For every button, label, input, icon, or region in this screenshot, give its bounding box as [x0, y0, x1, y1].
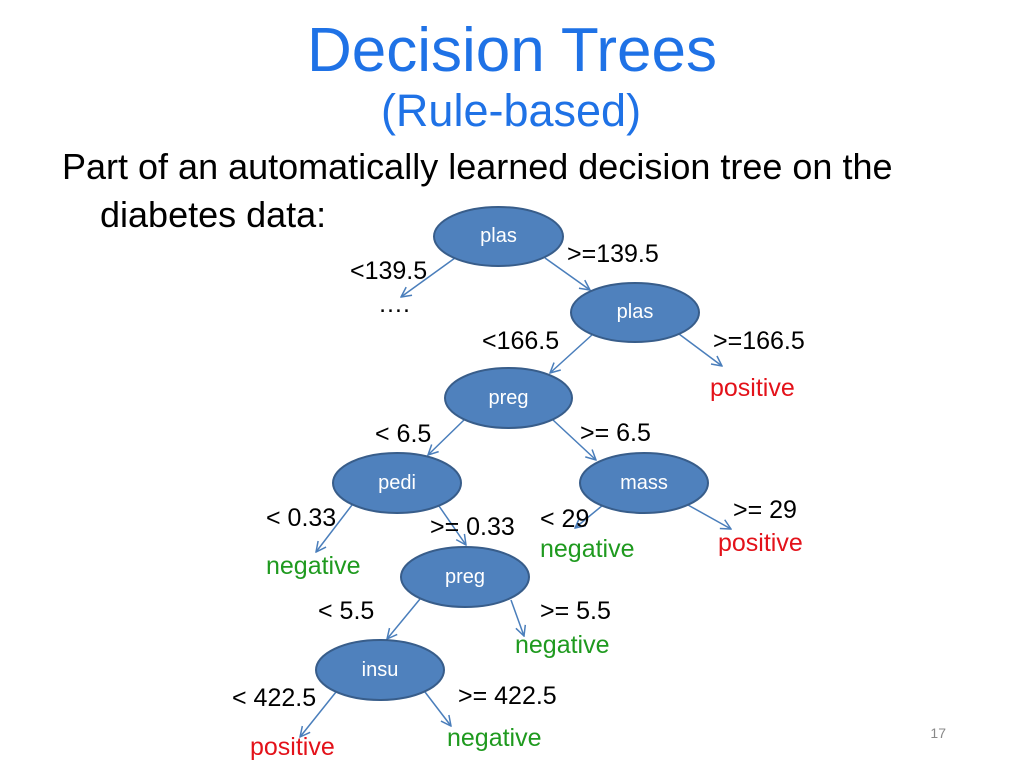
slide-subtitle: (Rule-based) — [381, 85, 641, 136]
node-ellipse — [433, 206, 564, 267]
edge-condition-label: >=139.5 — [567, 240, 659, 268]
edge-mass-left — [575, 504, 604, 528]
tree-edges — [300, 257, 731, 737]
edge-condition-label: >= 6.5 — [580, 419, 651, 447]
edge-condition-label: >= 422.5 — [458, 682, 557, 710]
edge-plas-root-right — [544, 257, 590, 290]
tree-node-insu: insu — [315, 639, 445, 701]
node-label: mass — [620, 472, 668, 494]
leaf-label-positive: positive — [718, 529, 803, 557]
leaf-label-positive: positive — [250, 733, 335, 761]
node-ellipse — [444, 367, 573, 429]
edge-condition-label: >=166.5 — [713, 327, 805, 355]
slide-title: Decision Trees — [307, 16, 717, 85]
node-label: preg — [488, 387, 528, 409]
leaf-label-negative: negative — [515, 631, 610, 659]
tree-node-plas-root: plas — [433, 206, 564, 267]
body-text-line-1: Part of an automatically learned decisio… — [62, 146, 893, 187]
edge-condition-label: < 6.5 — [375, 420, 431, 448]
edge-preg-left — [428, 419, 465, 455]
edge-plas-2-left — [550, 333, 594, 373]
edge-pedi-right — [438, 505, 466, 545]
edge-insu-right — [424, 691, 451, 726]
tree-node-pedi: pedi — [332, 452, 462, 514]
edge-insu-left — [300, 691, 337, 737]
tree-node-preg: preg — [444, 367, 573, 429]
edge-preg-2-left — [387, 598, 421, 639]
truncated-branch-ellipsis: …. — [378, 290, 410, 318]
node-label: insu — [362, 659, 399, 681]
edge-mass-right — [687, 504, 731, 529]
edge-condition-label: < 29 — [540, 505, 589, 533]
node-ellipse — [315, 639, 445, 701]
leaf-label-negative: negative — [266, 552, 361, 580]
node-label: pedi — [378, 472, 416, 494]
edge-condition-label: >= 29 — [733, 496, 797, 524]
tree-node-preg-2: preg — [400, 546, 530, 608]
edge-condition-label: >= 5.5 — [540, 597, 611, 625]
edge-preg-2-right — [510, 599, 524, 636]
edge-condition-label: < 422.5 — [232, 684, 316, 712]
leaf-label-negative: negative — [447, 724, 542, 752]
edge-condition-label: < 0.33 — [266, 504, 336, 532]
edge-plas-root-left — [401, 257, 456, 297]
edge-condition-label: <139.5 — [350, 257, 427, 285]
node-label: preg — [445, 566, 485, 588]
leaf-label-negative: negative — [540, 535, 635, 563]
node-ellipse — [579, 452, 709, 514]
leaf-label-positive: positive — [710, 374, 795, 402]
body-text-line-2: diabetes data: — [100, 194, 326, 235]
node-ellipse — [400, 546, 530, 608]
edge-condition-label: <166.5 — [482, 327, 559, 355]
tree-node-plas-2: plas — [570, 282, 700, 343]
node-ellipse — [570, 282, 700, 343]
node-label: plas — [617, 301, 654, 323]
node-label: plas — [480, 225, 517, 247]
edge-plas-2-right — [678, 333, 722, 366]
node-ellipse — [332, 452, 462, 514]
slide-number: 17 — [930, 725, 946, 741]
edge-pedi-left — [316, 504, 353, 552]
edge-condition-label: >= 0.33 — [430, 513, 515, 541]
tree-node-mass: mass — [579, 452, 709, 514]
edge-preg-right — [552, 419, 596, 460]
edge-condition-label: < 5.5 — [318, 597, 374, 625]
